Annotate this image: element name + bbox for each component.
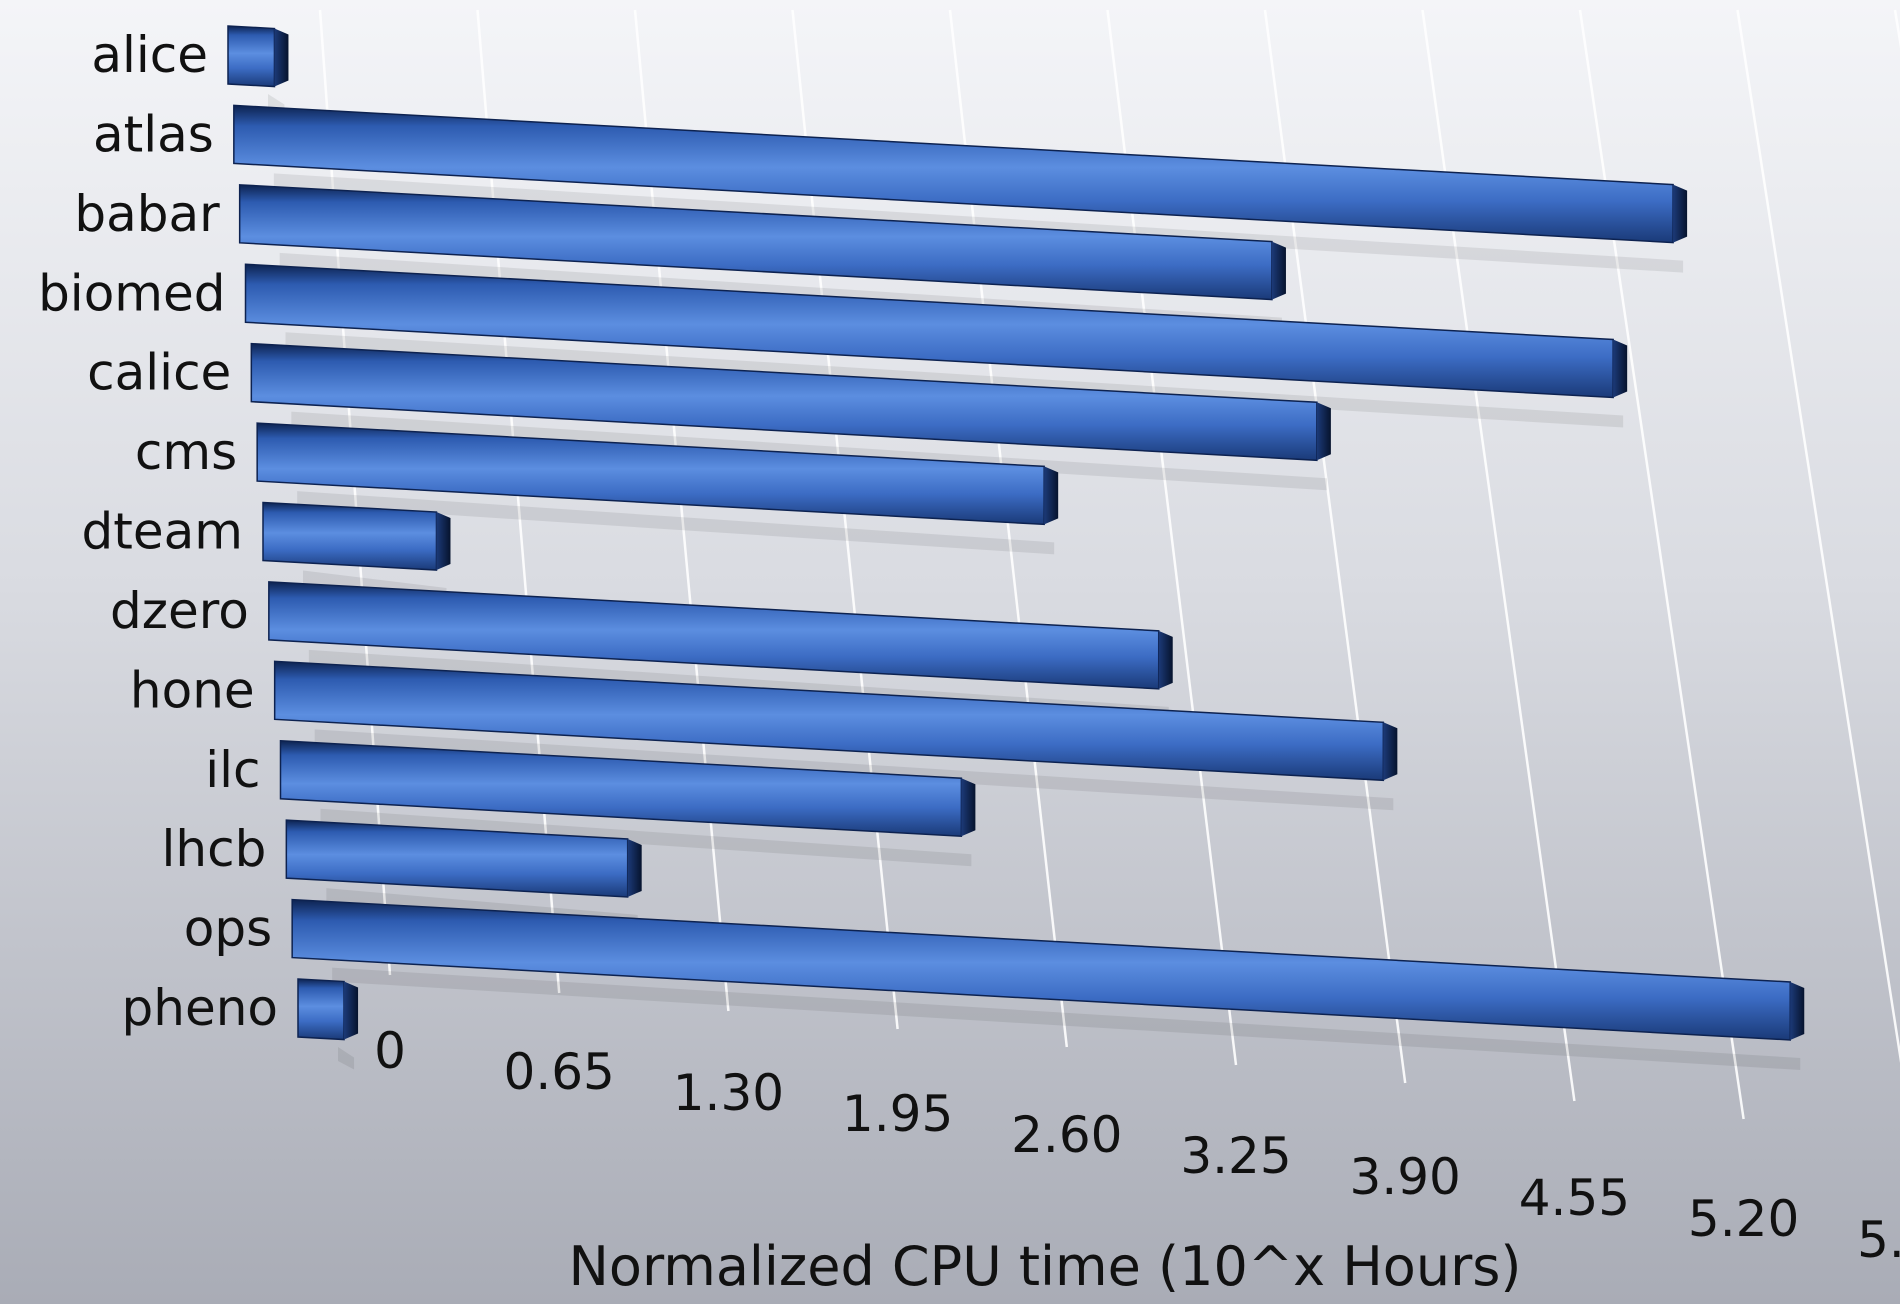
bar-cap-pheno [344,981,359,1040]
bar-cap-cms [1044,466,1059,525]
bars [227,25,1805,1041]
bar-shadow [332,967,1801,1070]
bar-dzero [268,581,1160,690]
bar-shadow [297,491,1055,555]
x-tick-label: 3.90 [1350,1148,1461,1206]
category-label-dzero: dzero [110,582,249,640]
x-tick-label: 4.55 [1519,1169,1630,1227]
bar-shadow [320,808,972,867]
bar-shadow [273,173,1684,273]
x-tick-label: 0.65 [504,1043,615,1101]
bar-cap-ilc [961,778,976,837]
category-label-ilc: ilc [205,741,260,799]
category-label-cms: cms [135,423,237,481]
category-label-lhcb: lhcb [162,820,267,878]
bar-cap-dteam [436,512,451,571]
grid-line [318,9,392,976]
bar-cap-lhcb [627,838,642,897]
x-tick-label: 0 [374,1022,406,1080]
bar-cms [256,422,1045,526]
bar-hone [273,660,1385,782]
bar-babar [238,184,1273,301]
bar-alice [227,25,276,88]
bar-shadow [291,411,1327,491]
bar-shadow [314,729,1394,811]
bar-ops [291,898,1791,1041]
bar-cap-biomed [1613,339,1628,398]
bar-cap-ops [1790,981,1805,1040]
bar-atlas [233,104,1674,244]
bar-ilc [279,739,963,837]
bar-dteam [262,501,438,571]
bar-lhcb [285,819,629,898]
category-label-ops: ops [184,900,272,958]
category-label-babar: babar [74,185,220,243]
x-tick-label: 5.85 [1857,1211,1900,1269]
x-tick-label: 3.25 [1180,1127,1291,1185]
bar-biomed [244,263,1614,399]
bar-cap-atlas [1673,184,1688,243]
category-label-hone: hone [130,661,255,719]
x-tick-label: 5.20 [1688,1190,1799,1248]
category-label-biomed: biomed [38,264,225,322]
category-label-dteam: dteam [82,503,243,561]
grid-line [1578,9,1745,1120]
category-label-atlas: atlas [93,105,214,163]
bar-cap-hone [1383,722,1398,781]
x-tick-label: 2.60 [1011,1106,1122,1164]
x-tick-label: 1.95 [842,1085,953,1143]
bar-calice [250,342,1318,462]
category-label-alice: alice [91,26,208,84]
bar-pheno [297,978,345,1041]
bar-cap-calice [1316,402,1331,461]
bar-cap-dzero [1158,630,1173,689]
category-labels: alice atlas babar biomed calice cms dteam dzero… [38,26,278,1037]
x-tick-label: 1.30 [673,1064,784,1122]
grid-line [1736,9,1900,1063]
grid-line [1893,9,1900,49]
category-label-calice: calice [87,344,231,402]
bar-cap-babar [1271,241,1286,300]
tick-labels: 00.651.301.952.603.253.904.555.205.856.5… [374,1022,1900,1269]
category-label-pheno: pheno [122,979,278,1037]
x-axis-title: Normalized CPU time (10^x Hours) [569,1235,1522,1298]
bar-shadow [338,1047,355,1070]
bar-cap-alice [274,28,289,87]
